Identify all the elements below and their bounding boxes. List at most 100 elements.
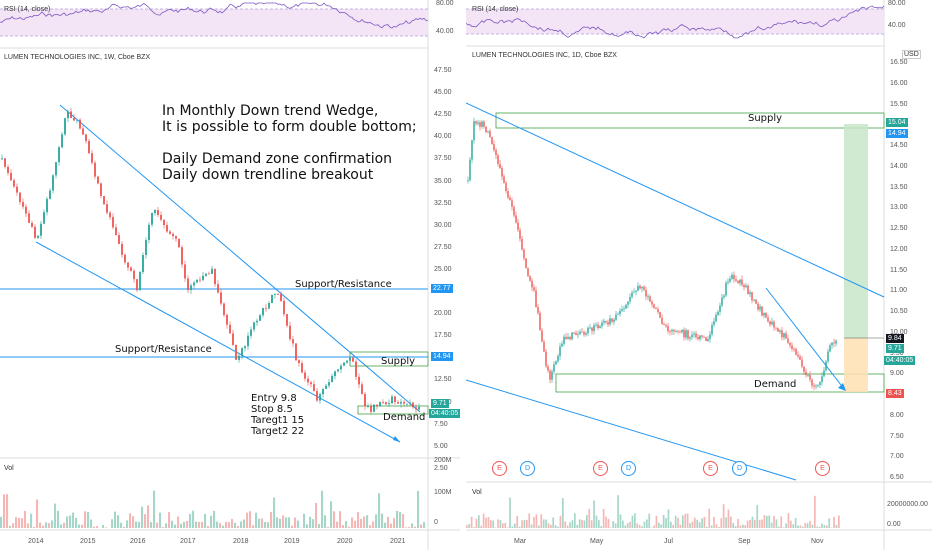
weekly-candle bbox=[349, 357, 351, 361]
time-tick: 2015 bbox=[80, 538, 96, 545]
weekly-candle bbox=[400, 401, 402, 404]
volume-bar bbox=[785, 523, 787, 528]
weekly-candle bbox=[226, 315, 228, 325]
daily-candle bbox=[637, 285, 639, 291]
volume-bar bbox=[405, 527, 408, 528]
volume-bar bbox=[600, 526, 603, 528]
volume-bar bbox=[497, 519, 499, 528]
volume-bar bbox=[511, 526, 514, 528]
volume-bar bbox=[782, 527, 785, 528]
right-chart-pane[interactable]: RSI (14, close) 80.00 40.00 LUMEN TECHNO… bbox=[466, 0, 932, 550]
price-tick: 12.50 bbox=[890, 225, 908, 232]
daily-candle bbox=[783, 333, 785, 338]
weekly-candle bbox=[184, 264, 186, 279]
earnings-event-icon[interactable]: E bbox=[593, 461, 608, 476]
volume-bar bbox=[802, 526, 804, 528]
weekly-candle bbox=[199, 279, 201, 281]
daily-candle bbox=[743, 284, 745, 288]
volume-bar bbox=[177, 516, 180, 528]
daily-candle bbox=[811, 379, 813, 386]
volume-bar bbox=[264, 522, 267, 528]
dividend-event-icon[interactable]: D bbox=[520, 461, 535, 476]
volume-bar bbox=[631, 515, 634, 528]
daily-candle bbox=[733, 274, 735, 280]
volume-bar bbox=[111, 519, 114, 528]
volume-bar bbox=[811, 524, 814, 528]
weekly-candle bbox=[175, 236, 177, 239]
volume-bar bbox=[276, 517, 279, 528]
earnings-event-icon[interactable]: E bbox=[815, 461, 830, 476]
daily-candle bbox=[629, 296, 631, 302]
volume-bar bbox=[732, 523, 735, 528]
price-tag: 15.04 bbox=[886, 118, 908, 127]
volume-bar bbox=[749, 519, 751, 528]
weekly-candle bbox=[250, 329, 252, 336]
weekly-candle bbox=[13, 180, 15, 187]
dividend-event-icon[interactable]: D bbox=[732, 461, 747, 476]
volume-bar bbox=[655, 515, 658, 528]
weekly-candle bbox=[139, 271, 141, 291]
price-tag: 9.71 bbox=[886, 344, 904, 353]
volume-bar bbox=[581, 519, 583, 528]
daily-candle bbox=[767, 317, 769, 322]
daily-candle bbox=[677, 331, 679, 333]
daily-candle bbox=[771, 321, 773, 325]
daily-candle bbox=[833, 342, 835, 344]
daily-candle bbox=[595, 324, 597, 326]
price-tag: 22.77 bbox=[431, 284, 453, 293]
left-chart-canvas[interactable] bbox=[0, 0, 460, 550]
weekly-candle bbox=[73, 117, 75, 121]
price-tick: 27.50 bbox=[434, 243, 452, 251]
daily-candle bbox=[579, 331, 581, 335]
weekly-candle bbox=[286, 314, 288, 326]
dividend-event-icon[interactable]: D bbox=[621, 461, 636, 476]
volume-bar bbox=[258, 518, 261, 528]
volume-bar bbox=[545, 519, 547, 528]
weekly-candle bbox=[91, 153, 93, 163]
volume-bar bbox=[360, 518, 363, 528]
price-tick: 16.00 bbox=[890, 79, 908, 87]
weekly-candle bbox=[232, 333, 234, 345]
volume-bar bbox=[499, 520, 502, 528]
volume-tick: 200M bbox=[434, 457, 452, 464]
daily-candle bbox=[651, 301, 653, 305]
daily-candle bbox=[469, 159, 471, 181]
price-tick: 7.50 bbox=[434, 420, 448, 428]
volume-bar bbox=[30, 513, 33, 528]
volume-bar bbox=[261, 518, 264, 528]
daily-candle bbox=[601, 322, 603, 327]
weekly-candle bbox=[100, 183, 102, 197]
trade-plan: Entry 9.8 Stop 8.5 Taregt1 15 Target2 22 bbox=[251, 393, 304, 437]
volume-bar bbox=[381, 513, 384, 528]
earnings-event-icon[interactable]: E bbox=[492, 461, 507, 476]
daily-candle bbox=[685, 330, 687, 338]
volume-bar bbox=[564, 521, 567, 528]
daily-candle bbox=[695, 333, 697, 338]
volume-bar bbox=[411, 523, 414, 528]
volume-bar bbox=[634, 513, 636, 528]
left-chart-pane[interactable]: RSI (14, close) 80.00 40.00 LUMEN TECHNO… bbox=[0, 0, 460, 550]
volume-bar bbox=[670, 521, 672, 528]
weekly-candle bbox=[190, 285, 192, 291]
time-tick: 2020 bbox=[337, 538, 353, 545]
daily-candle bbox=[713, 321, 715, 325]
volume-bar bbox=[766, 515, 768, 528]
volume-bar bbox=[81, 524, 84, 528]
daily-candle bbox=[541, 330, 543, 342]
right-chart-canvas[interactable] bbox=[466, 0, 932, 550]
volume-bar bbox=[219, 523, 222, 528]
annotation-line: Daily Demand zone confirmation bbox=[162, 151, 393, 167]
volume-bar bbox=[159, 512, 162, 528]
daily-candle bbox=[565, 336, 567, 339]
daily-candle bbox=[617, 314, 619, 315]
price-tick: 35.00 bbox=[434, 177, 452, 185]
daily-candle bbox=[591, 327, 593, 332]
volume-bar bbox=[315, 502, 318, 528]
time-tick: 2014 bbox=[28, 538, 44, 545]
volume-bar bbox=[691, 521, 694, 528]
trade-plan-line: Entry 9.8 bbox=[251, 393, 297, 404]
daily-candle bbox=[735, 279, 737, 281]
earnings-event-icon[interactable]: E bbox=[703, 461, 718, 476]
daily-candle bbox=[797, 354, 799, 357]
price-tag: 9.84 bbox=[886, 334, 904, 343]
